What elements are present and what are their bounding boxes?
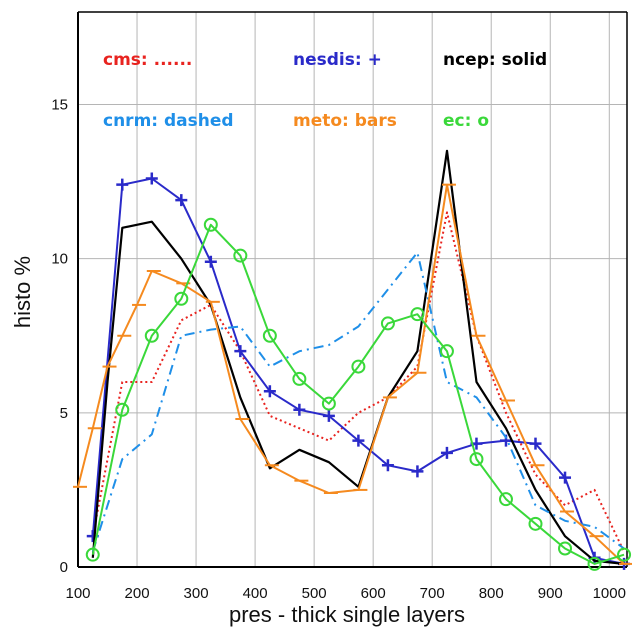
- legend-entry-meto: meto: bars: [293, 111, 397, 131]
- y-tick-label: 5: [60, 405, 68, 422]
- series-line-ncep: [91, 149, 625, 565]
- data-point-nesdis: [440, 446, 453, 459]
- data-point-ec: [262, 328, 277, 343]
- data-point-ec: [203, 217, 218, 232]
- data-point-ec: [410, 307, 425, 322]
- data-point-ec: [233, 248, 248, 263]
- data-point-nesdis: [293, 403, 306, 416]
- data-point-nesdis: [411, 465, 424, 478]
- y-tick-label: 0: [60, 559, 68, 576]
- y-tick-label: 10: [51, 251, 68, 268]
- legend-entry-cms: cms: ......: [103, 50, 192, 70]
- series-cnrm: [91, 251, 625, 552]
- data-point-ec: [498, 492, 513, 507]
- data-point-ec: [469, 452, 484, 467]
- data-point-ec: [528, 516, 543, 531]
- legend-entry-nesdis: nesdis: +: [293, 50, 382, 70]
- x-tick-label: 200: [125, 585, 150, 602]
- data-point-nesdis: [352, 434, 365, 447]
- data-point-nesdis: [559, 471, 572, 484]
- x-tick-label: 800: [479, 585, 504, 602]
- data-point-ec: [292, 371, 307, 386]
- legend-entry-cnrm: cnrm: dashed: [103, 111, 234, 131]
- series-line-meto: [77, 183, 625, 565]
- plot-area: [78, 12, 627, 567]
- x-axis-label: pres - thick single layers: [229, 602, 465, 627]
- series-ec: [85, 217, 632, 571]
- x-tick-label: 300: [184, 585, 209, 602]
- data-point-ec: [321, 396, 336, 411]
- legend-entry-ec: ec: o: [443, 111, 489, 131]
- data-point-ec: [351, 359, 366, 374]
- series-layer: [73, 149, 632, 571]
- series-line-cnrm: [91, 251, 625, 552]
- data-point-nesdis: [322, 409, 335, 422]
- x-tick-label: 1000: [593, 585, 626, 602]
- data-point-nesdis: [234, 345, 247, 358]
- y-axis-label: histo %: [10, 256, 35, 328]
- x-tick-label: 400: [243, 585, 268, 602]
- data-point-ec: [617, 547, 632, 562]
- data-point-nesdis: [116, 178, 129, 191]
- x-tick-label: 600: [361, 585, 386, 602]
- series-meto: [73, 183, 632, 565]
- data-point-ec: [439, 344, 454, 359]
- data-point-ec: [144, 328, 159, 343]
- data-point-nesdis: [529, 437, 542, 450]
- x-tick-label: 500: [302, 585, 327, 602]
- data-point-nesdis: [175, 194, 188, 207]
- data-point-ec: [115, 402, 130, 417]
- legend-entry-ncep: ncep: solid: [443, 50, 547, 70]
- data-point-ec: [558, 541, 573, 556]
- x-tick-label: 900: [538, 585, 563, 602]
- axes: 100 200 300 400 500 600 700 800 900 1000 0 5 10 15: [51, 11, 628, 602]
- x-tick-label: 700: [420, 585, 445, 602]
- series-line-ec: [91, 223, 625, 565]
- data-point-nesdis: [204, 255, 217, 268]
- data-point-nesdis: [381, 459, 394, 472]
- grid: [77, 12, 627, 567]
- x-tick-label: 100: [65, 585, 90, 602]
- series-ncep: [91, 149, 625, 565]
- legend: cms: ...... nesdis: + ncep: solid cnrm: das…: [103, 50, 547, 131]
- data-point-nesdis: [145, 172, 158, 185]
- data-point-ec: [380, 316, 395, 331]
- data-point-ec: [174, 291, 189, 306]
- y-tick-label: 15: [51, 97, 68, 114]
- data-point-nesdis: [263, 385, 276, 398]
- data-point-ec: [85, 547, 100, 562]
- data-point-ec: [587, 556, 602, 571]
